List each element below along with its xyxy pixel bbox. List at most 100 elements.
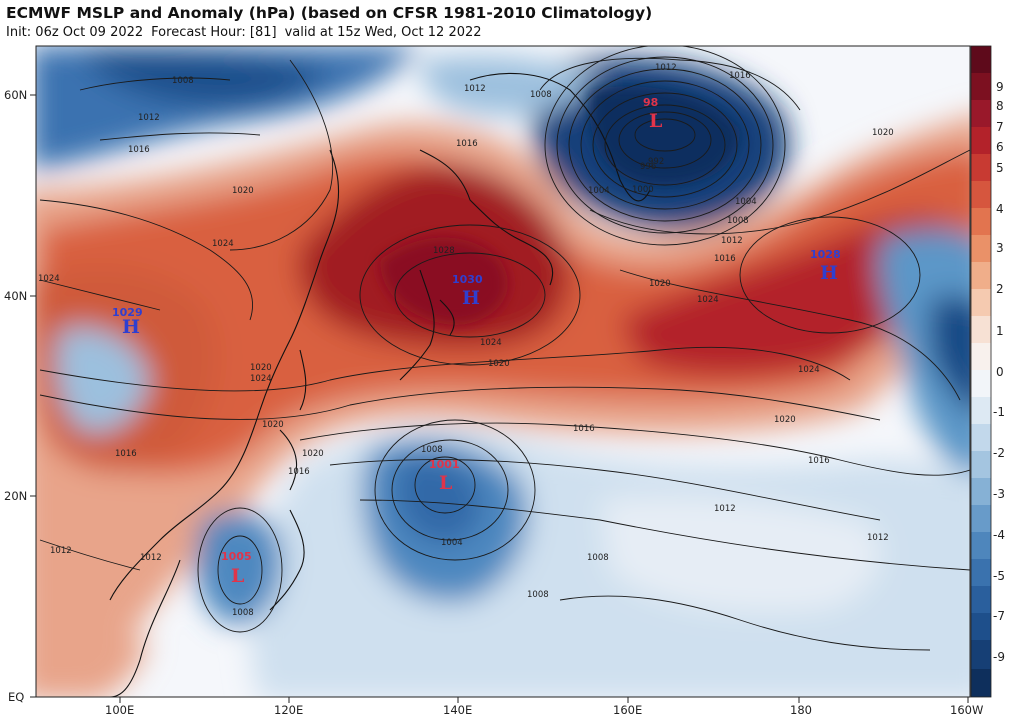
isobar-label: 1020 bbox=[649, 279, 671, 289]
x-tick-label: 140E bbox=[443, 703, 472, 717]
low-letter: L bbox=[439, 472, 452, 494]
isobar-label: 1000 bbox=[632, 185, 654, 195]
isobar-label: 1028 bbox=[433, 246, 455, 256]
isobar-label: 1016 bbox=[808, 456, 830, 466]
valid-time: valid at 15z Wed, Oct 12 2022 bbox=[284, 25, 482, 40]
forecast-hour: Forecast Hour: [81] bbox=[151, 25, 277, 40]
isobar-label: 1008 bbox=[527, 590, 549, 600]
high-value: 1029 bbox=[112, 306, 143, 319]
colorbar-label: -5 bbox=[993, 569, 1005, 583]
low-value: 1001 bbox=[429, 458, 460, 471]
colorbar-label: 2 bbox=[996, 282, 1004, 296]
low-center-1001: 1001 L bbox=[429, 458, 460, 494]
isobar-label: 1020 bbox=[250, 363, 272, 373]
low-value: 98 bbox=[643, 96, 658, 109]
isobar-label: 1024 bbox=[212, 239, 234, 249]
y-tick-label: 20N bbox=[4, 489, 27, 503]
isobar-label: 1008 bbox=[587, 553, 609, 563]
colorbar-label: 0 bbox=[996, 365, 1004, 379]
isobars bbox=[39, 46, 970, 651]
isobar-label: 1012 bbox=[464, 84, 486, 94]
high-center-1029: 1029 H bbox=[112, 306, 143, 338]
isobar-label: 1012 bbox=[140, 553, 162, 563]
chart-subtitle: Init: 06z Oct 09 2022 Forecast Hour: [81]… bbox=[6, 25, 490, 40]
y-tick-label: 60N bbox=[4, 88, 27, 102]
isobar-label: 1020 bbox=[262, 420, 284, 430]
colorbar-label: -4 bbox=[993, 528, 1005, 542]
isobar-label: 1024 bbox=[798, 365, 820, 375]
isobar-labels: 1008 1012 1016 1020 1024 1028 1024 1020 … bbox=[38, 63, 894, 618]
colorbar-label: 9 bbox=[996, 80, 1004, 94]
isobar-label: 1020 bbox=[488, 359, 510, 369]
x-tick-label: 160E bbox=[613, 703, 642, 717]
chart-title: ECMWF MSLP and Anomaly (hPa) (based on C… bbox=[6, 4, 653, 22]
high-center-1030: 1030 H bbox=[452, 273, 483, 309]
high-letter: H bbox=[820, 262, 838, 284]
isobar-label: 1016 bbox=[714, 254, 736, 264]
low-letter: L bbox=[231, 565, 244, 587]
pressure-centers: 1030 H 1028 H 1029 H 98 L 1001 L 1005 L bbox=[112, 96, 841, 587]
low-letter: L bbox=[649, 110, 662, 132]
x-axis: 100E 120E 140E 160E 180 160W bbox=[105, 697, 983, 717]
isobar-label: 1024 bbox=[480, 338, 502, 348]
plot-frame bbox=[35, 45, 971, 698]
coastlines bbox=[109, 72, 651, 697]
isobar-label: 1020 bbox=[302, 449, 324, 459]
low-center-1005: 1005 L bbox=[221, 550, 252, 587]
high-center-1028: 1028 H bbox=[810, 248, 841, 284]
isobar-label: 1012 bbox=[50, 546, 72, 556]
colorbar-label: -3 bbox=[993, 487, 1005, 501]
x-tick-label: 100E bbox=[105, 703, 134, 717]
colorbar-label: 1 bbox=[996, 324, 1004, 338]
isobar-label: 1012 bbox=[138, 113, 160, 123]
colorbar-label: 8 bbox=[996, 99, 1004, 113]
isobar-label: 1024 bbox=[697, 295, 719, 305]
isobar-label: 1024 bbox=[38, 274, 60, 284]
low-value: 1005 bbox=[221, 550, 252, 563]
isobar-label: 1016 bbox=[288, 467, 310, 477]
isobar-label: 1016 bbox=[456, 139, 478, 149]
isobar-label: 1020 bbox=[774, 415, 796, 425]
colorbar-label: -7 bbox=[993, 609, 1005, 623]
colorbar-label: 3 bbox=[996, 241, 1004, 255]
isobar-label: 1008 bbox=[727, 216, 749, 226]
y-axis: 60N 40N 20N EQ bbox=[4, 88, 36, 704]
x-tick-label: 180 bbox=[790, 703, 812, 717]
isobar-label: 1008 bbox=[232, 608, 254, 618]
colorbar-label: 4 bbox=[996, 202, 1004, 216]
isobar-label: 1004 bbox=[735, 197, 757, 207]
isobar-label: 1004 bbox=[588, 186, 610, 196]
isobar-label: 1016 bbox=[729, 71, 751, 81]
high-value: 1028 bbox=[810, 248, 841, 261]
isobar-label: 1024 bbox=[250, 374, 272, 384]
y-tick-label: EQ bbox=[8, 690, 24, 704]
colorbar: 9 8 7 6 5 4 3 2 1 0 -1 -2 -3 -4 -5 -7 -9 bbox=[970, 45, 1005, 698]
x-tick-label: 160W bbox=[950, 703, 983, 717]
anomaly-field bbox=[36, 46, 970, 697]
isobar-label: 1020 bbox=[872, 128, 894, 138]
low-center-98: 98 L bbox=[643, 96, 662, 132]
isobar-label: 1008 bbox=[530, 90, 552, 100]
high-letter: H bbox=[462, 287, 480, 309]
isobar-label: 1016 bbox=[573, 424, 595, 434]
isobar-label: 1012 bbox=[867, 533, 889, 543]
isobar-label: 1008 bbox=[421, 445, 443, 455]
colorbar-label: 6 bbox=[996, 140, 1004, 154]
isobar-label: 1012 bbox=[655, 63, 677, 73]
isobar-label: 992 bbox=[648, 157, 664, 167]
isobar-label: 996 bbox=[640, 162, 656, 172]
isobar-label: 1016 bbox=[115, 449, 137, 459]
isobar-label: 1012 bbox=[721, 236, 743, 246]
init-time: Init: 06z Oct 09 2022 bbox=[6, 25, 144, 40]
isobar-label: 1020 bbox=[232, 186, 254, 196]
y-tick-label: 40N bbox=[4, 289, 27, 303]
isobar-label: 1004 bbox=[441, 538, 463, 548]
isobar-label: 1016 bbox=[128, 145, 150, 155]
colorbar-label: -9 bbox=[993, 650, 1005, 664]
colorbar-label: -2 bbox=[993, 446, 1005, 460]
x-tick-label: 120E bbox=[274, 703, 303, 717]
colorbar-label: 7 bbox=[996, 120, 1004, 134]
colorbar-label: -1 bbox=[993, 405, 1005, 419]
isobar-label: 1008 bbox=[172, 76, 194, 86]
